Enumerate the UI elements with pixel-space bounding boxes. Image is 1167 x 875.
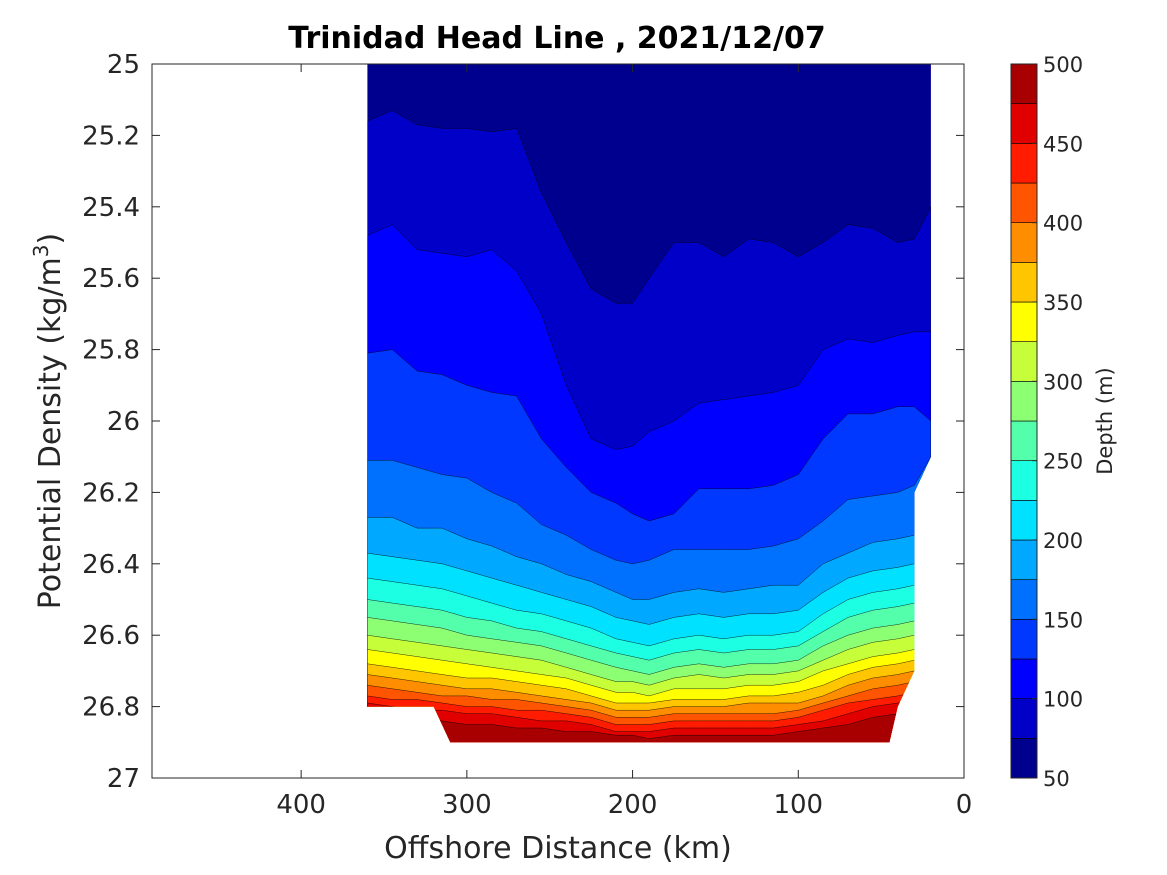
- y-tick-label: 25: [107, 50, 140, 80]
- colorbar-tick-label: 450: [1043, 132, 1083, 156]
- y-tick-label: 25.2: [82, 121, 140, 151]
- colorbar-segment: [1010, 698, 1038, 739]
- x-axis-title: Offshore Distance (km): [384, 831, 732, 866]
- colorbar-segment: [1010, 103, 1038, 144]
- x-tick-label: 400: [276, 790, 326, 820]
- colorbar-tick-label: 200: [1043, 529, 1083, 553]
- x-tick-label: 0: [956, 790, 973, 820]
- y-axis: 25 25.2 25.4 25.6 25.8 26 26.2 26.4 26.6 26.8 27: [82, 50, 964, 794]
- colorbar-segment: [1010, 539, 1038, 580]
- y-axis-title-end: ): [33, 233, 68, 245]
- colorbar-tick-label: 150: [1043, 608, 1083, 632]
- x-axis: 400 300 200 100 0: [276, 64, 972, 820]
- y-axis-title-sup: 3: [29, 244, 53, 257]
- x-tick-label: 300: [442, 790, 492, 820]
- colorbar-segment: [1010, 63, 1038, 104]
- y-tick-label: 27: [107, 764, 140, 794]
- colorbar-segment: [1010, 579, 1038, 620]
- y-tick-label: 25.6: [82, 264, 140, 294]
- y-tick-label: 26.4: [82, 550, 140, 580]
- colorbar-segment: [1010, 500, 1038, 541]
- y-tick-label: 25.4: [82, 193, 140, 223]
- colorbar-title: Depth (m): [1093, 367, 1117, 474]
- colorbar-segment: [1010, 301, 1038, 342]
- colorbar-tick-label: 400: [1043, 212, 1083, 236]
- colorbar-segment: [1010, 262, 1038, 303]
- colorbar-frame: [1010, 63, 1038, 779]
- depth-band-17: [367, 706, 931, 743]
- chart-title: Trinidad Head Line , 2021/12/07: [288, 21, 825, 56]
- colorbar-segment: [1010, 182, 1038, 223]
- colorbar-segment: [1010, 658, 1038, 699]
- y-tick-label: 26.8: [82, 693, 140, 723]
- y-axis-title: Potential Density (kg/m3): [29, 233, 68, 609]
- colorbar-tick-label: 500: [1043, 53, 1083, 77]
- colorbar: 50 100 150 200 250 300 350 400 450 500: [1010, 53, 1083, 791]
- colorbar-tick-label: 350: [1043, 291, 1083, 315]
- colorbar-segment: [1010, 143, 1038, 184]
- colorbar-tick-label: 100: [1043, 688, 1083, 712]
- colorbar-segment: [1010, 619, 1038, 660]
- colorbar-segment: [1010, 460, 1038, 501]
- colorbar-tick-label: 250: [1043, 450, 1083, 474]
- colorbar-segment: [1010, 420, 1038, 461]
- x-tick-label: 200: [608, 790, 658, 820]
- colorbar-segment: [1010, 222, 1038, 263]
- y-axis-title-main: Potential Density (kg/m: [33, 257, 68, 609]
- colorbar-segment: [1010, 381, 1038, 422]
- y-tick-label: 26.6: [82, 621, 140, 651]
- colorbar-tick-label: 50: [1043, 767, 1070, 791]
- y-tick-label: 26.2: [82, 478, 140, 508]
- y-tick-label: 25.8: [82, 336, 140, 366]
- colorbar-segment: [1010, 738, 1038, 779]
- contour-fill: [367, 64, 931, 743]
- y-tick-label: 26: [107, 407, 140, 437]
- x-tick-label: 100: [773, 790, 823, 820]
- colorbar-segment: [1010, 341, 1038, 382]
- depth-band-16: [367, 695, 931, 743]
- colorbar-tick-label: 300: [1043, 370, 1083, 394]
